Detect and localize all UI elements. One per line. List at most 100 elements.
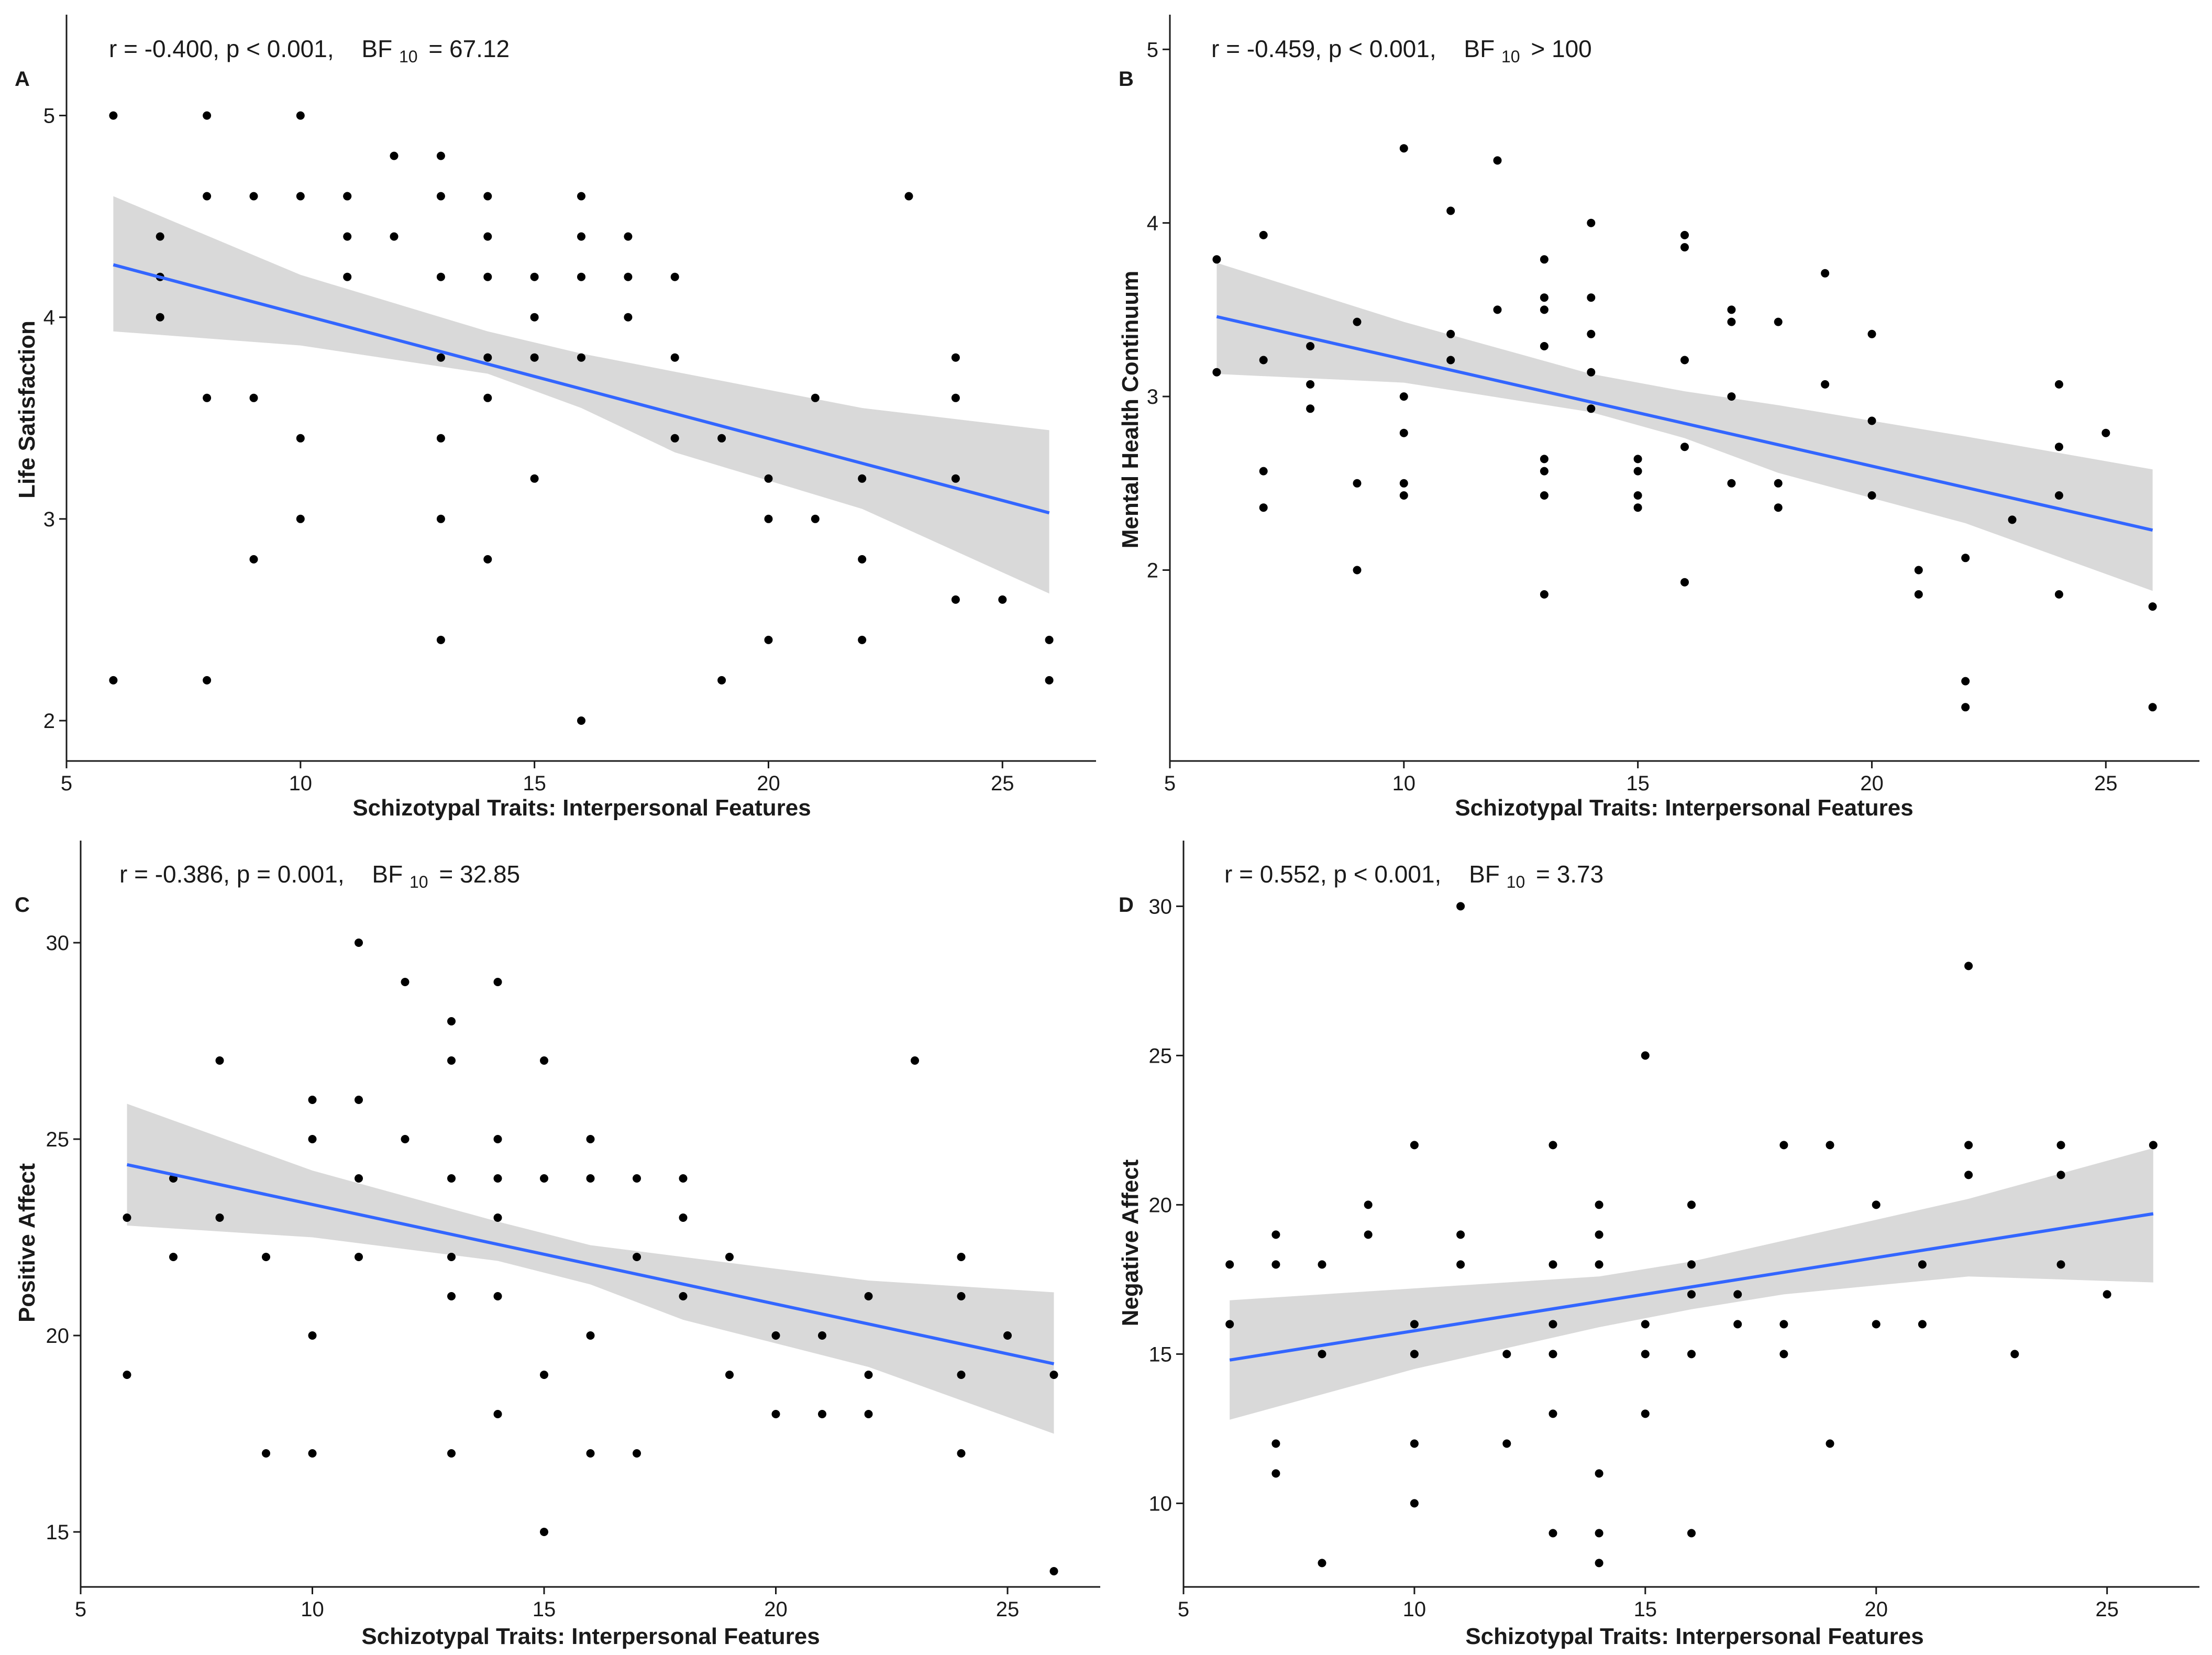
panel-a-point xyxy=(249,393,258,402)
panel-b-point xyxy=(1680,356,1689,365)
panel-d-point xyxy=(1410,1439,1419,1448)
panel-b-point xyxy=(1680,243,1689,252)
panel-a-point xyxy=(764,474,773,483)
panel-d-point xyxy=(1641,1409,1650,1418)
panel-d-point xyxy=(1964,1171,1973,1179)
panel-b-point xyxy=(1540,305,1549,314)
panel-a-point xyxy=(296,111,305,120)
panel-b-point xyxy=(1587,293,1596,302)
panel-b-point xyxy=(2054,380,2063,389)
panel-d-point xyxy=(2149,1141,2158,1150)
panel-b-point xyxy=(2054,443,2063,451)
panel-d-point xyxy=(2103,1290,2111,1299)
panel-b-bf-label: BF xyxy=(1464,35,1495,62)
panel-a-point xyxy=(577,192,585,201)
panel-b-y-tick-label: 2 xyxy=(1147,559,1158,582)
panel-a-point xyxy=(764,514,773,523)
panel-d-bf-label: BF xyxy=(1469,860,1500,888)
panel-b-point xyxy=(1867,329,1876,338)
panel-c-point xyxy=(586,1174,595,1183)
panel-b-point xyxy=(1821,269,1830,278)
panel-b-point xyxy=(1727,305,1736,314)
panel-c-point xyxy=(1049,1567,1058,1575)
panel-c-y-tick-label: 25 xyxy=(46,1128,70,1151)
panel-b-point xyxy=(1446,206,1455,215)
panel-b-point xyxy=(1914,566,1923,575)
panel-c-label: C xyxy=(15,893,30,917)
panel-a-point xyxy=(624,232,633,241)
panel-d-y-tick-label: 25 xyxy=(1149,1044,1173,1067)
panel-a-bf-sub: 10 xyxy=(399,47,418,66)
panel-d-point xyxy=(1595,1529,1603,1538)
panel-a-y-tick-label: 3 xyxy=(43,508,55,531)
panel-b-x-tick-label: 20 xyxy=(1860,772,1884,795)
panel-a-point xyxy=(998,595,1007,604)
panel-d-y-tick-label: 15 xyxy=(1149,1343,1173,1366)
panel-c-point xyxy=(262,1253,270,1261)
panel-c: C r = -0.386, p = 0.001, BF 10 = 32.85 P… xyxy=(14,860,820,1649)
panel-a-point xyxy=(530,272,539,281)
panel-d-point xyxy=(1549,1141,1557,1150)
panel-c-point xyxy=(447,1056,456,1065)
panel-a-point xyxy=(530,474,539,483)
panel-c-point xyxy=(493,1213,502,1222)
panel-b-point xyxy=(1867,416,1876,425)
panel-a-point xyxy=(390,151,399,160)
panel-d-point xyxy=(1641,1320,1650,1329)
panel-c-point xyxy=(123,1371,131,1379)
panel-d-point xyxy=(1549,1320,1557,1329)
panel-b-x-title: Schizotypal Traits: Interpersonal Featur… xyxy=(1455,795,1913,821)
panel-c-point xyxy=(123,1213,131,1222)
panel-a-point xyxy=(717,676,726,685)
panel-c-point xyxy=(1003,1331,1012,1340)
panel-d-confidence-band xyxy=(1230,1148,2153,1420)
panel-c-point xyxy=(911,1056,919,1065)
panel-d-point xyxy=(1271,1469,1280,1478)
panel-a-point xyxy=(436,434,445,443)
panel-c-point xyxy=(355,939,363,947)
panel-b-point xyxy=(1353,566,1362,575)
panel-c-point xyxy=(493,978,502,986)
panel-b-point xyxy=(1353,479,1362,488)
panel-a-x-title: Schizotypal Traits: Interpersonal Featur… xyxy=(352,795,811,821)
panel-c-x-tick-label: 5 xyxy=(75,1598,86,1621)
panel-d-y-tick-label: 30 xyxy=(1149,895,1173,918)
panel-b-point xyxy=(1540,590,1549,599)
panel-c-point xyxy=(169,1253,178,1261)
panel-a-point xyxy=(858,635,867,644)
panel-a-point xyxy=(530,313,539,322)
panel-c-regression-line xyxy=(126,1163,1055,1365)
panel-d-point xyxy=(1549,1529,1557,1538)
panel-a-point xyxy=(203,111,212,120)
panel-b-point xyxy=(1212,368,1221,377)
panel-a-point xyxy=(483,555,492,564)
panel-b-x-tick-label: 10 xyxy=(1392,772,1416,795)
panel-d-y-tick-label: 20 xyxy=(1149,1194,1173,1217)
panel-a-point xyxy=(483,393,492,402)
panel-d-point xyxy=(1918,1260,1927,1269)
panel-b-point xyxy=(1306,380,1315,389)
panel-d-point xyxy=(1872,1320,1881,1329)
panel-a-point xyxy=(577,716,585,725)
panel-c-x-tick-label: 10 xyxy=(301,1598,324,1621)
panel-c-point xyxy=(540,1371,548,1379)
panel-c-point xyxy=(864,1410,873,1418)
panel-a-bf-label: BF xyxy=(361,35,392,62)
panel-a-plot: 5 10 15 20 25 2 3 4 5 xyxy=(43,15,1096,795)
panel-d-point xyxy=(1964,1141,1973,1150)
panel-a-stats: r = -0.400, p < 0.001, BF 10 = 67.12 xyxy=(109,35,510,68)
panel-d-point xyxy=(1687,1200,1696,1209)
panel-a-point xyxy=(670,272,679,281)
panel-a-point xyxy=(109,676,118,685)
panel-c-point xyxy=(308,1135,317,1143)
panel-a: A r = -0.400, p < 0.001, BF 10 = 67.12 L… xyxy=(14,35,811,821)
panel-a-point xyxy=(109,111,118,120)
panel-c-point xyxy=(771,1410,780,1418)
panel-a-y-title: Life Satisfaction xyxy=(14,321,40,499)
panel-b-point xyxy=(1914,590,1923,599)
panel-d-point xyxy=(1410,1320,1419,1329)
panel-d-point xyxy=(1687,1529,1696,1538)
panel-d-x-tick-label: 25 xyxy=(2095,1598,2119,1621)
panel-d-point xyxy=(1456,1260,1465,1269)
panel-b-point xyxy=(1727,479,1736,488)
